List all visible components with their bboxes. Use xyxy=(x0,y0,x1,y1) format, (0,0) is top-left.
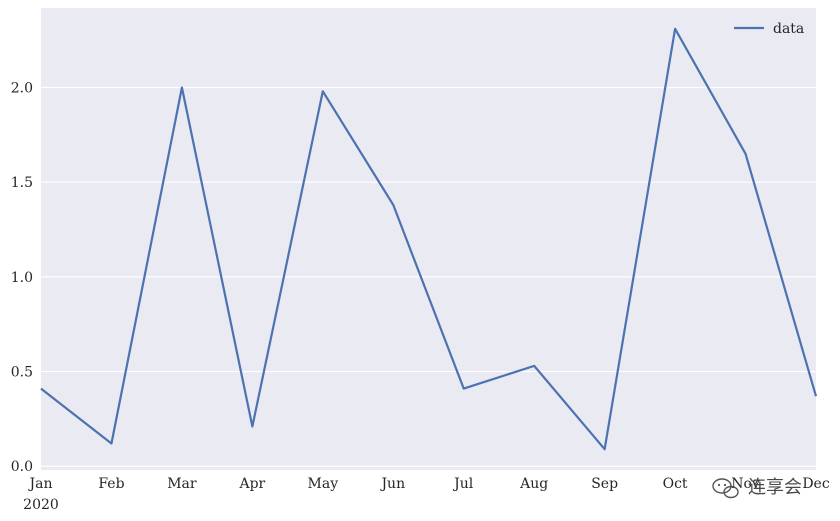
x-tick-label: Jul xyxy=(452,476,474,492)
watermark-text: 连享会 xyxy=(748,477,802,498)
y-tick-label: 2.0 xyxy=(11,81,33,97)
plot-background xyxy=(41,8,816,470)
x-tick-label: Mar xyxy=(167,476,197,492)
x-tick-label: Jan xyxy=(28,476,53,492)
wechat-icon xyxy=(712,478,739,499)
grid-lines xyxy=(41,86,816,467)
y-tick-label: 1.5 xyxy=(11,175,33,191)
x-tick-label: Dec xyxy=(802,476,830,492)
x-axis-ticks: 2020 Jan Feb Mar Apr May Jun Jul Aug Sep Oct Nov De… xyxy=(23,476,830,513)
x-tick-label: Nov xyxy=(731,476,760,492)
legend-label: data xyxy=(773,21,804,37)
x-tick-label: May xyxy=(308,476,339,492)
x-year-label: 2020 xyxy=(23,497,59,513)
x-tick-label: Jun xyxy=(379,476,405,492)
legend: data xyxy=(734,21,804,37)
x-tick-label: Oct xyxy=(663,476,688,492)
y-tick-label: 1.0 xyxy=(11,270,33,286)
y-axis-ticks: 0.0 0.5 1.0 1.5 2.0 xyxy=(11,81,33,476)
y-tick-label: 0.0 xyxy=(11,459,33,475)
x-tick-label: Sep xyxy=(591,476,618,492)
x-tick-label: Aug xyxy=(519,476,548,492)
series-group xyxy=(40,27,818,451)
y-tick-label: 0.5 xyxy=(11,365,33,381)
x-tick-label: Apr xyxy=(238,476,265,492)
x-tick-label: Feb xyxy=(98,476,124,492)
series-line-data xyxy=(40,27,818,451)
watermark: 连享会 xyxy=(712,477,802,499)
